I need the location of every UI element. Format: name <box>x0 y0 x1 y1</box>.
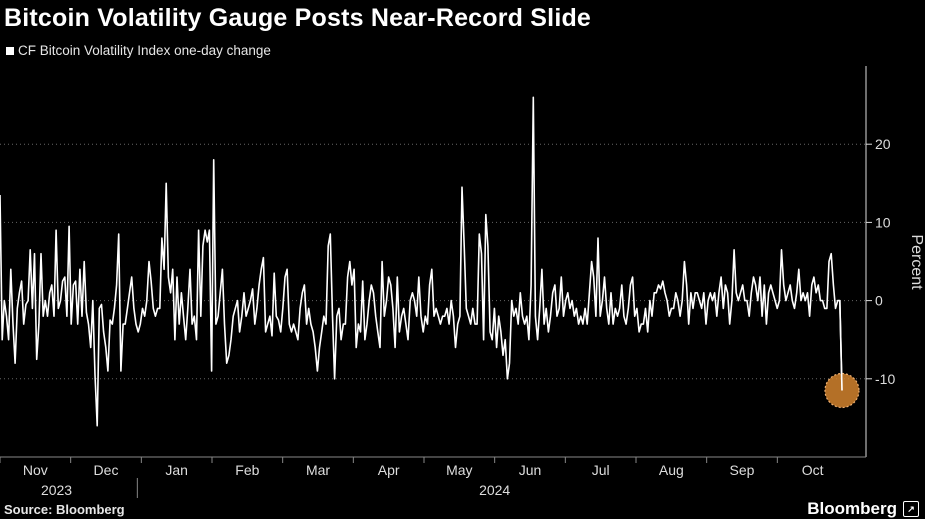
x-month-label: Jul <box>592 462 610 478</box>
x-month-label: Mar <box>306 462 330 478</box>
y-tick-label: 10 <box>875 214 891 230</box>
brand-name: Bloomberg <box>807 499 897 518</box>
x-month-label: Oct <box>802 462 824 478</box>
x-month-label: Apr <box>378 462 400 478</box>
external-link-icon[interactable]: ↗ <box>903 501 919 517</box>
y-axis-ticks: -10 0 10 20 <box>866 136 895 387</box>
legend-swatch <box>6 46 14 55</box>
y-tick-label: 20 <box>875 136 891 152</box>
series-line-tail <box>839 300 843 391</box>
legend-label: CF Bitcoin Volatility Index one-day chan… <box>18 43 271 58</box>
y-tick-label: 0 <box>875 293 883 309</box>
legend: CF Bitcoin Volatility Index one-day chan… <box>6 43 271 58</box>
brand-logo: Bloomberg ↗ <box>807 499 919 519</box>
source-note: Source: Bloomberg <box>4 502 125 517</box>
x-month-label: Aug <box>659 462 684 478</box>
series-line <box>0 96 843 427</box>
x-month-label: May <box>446 462 472 478</box>
chart-title: Bitcoin Volatility Gauge Posts Near-Reco… <box>4 4 592 32</box>
grid-lines <box>0 143 866 380</box>
x-month-label: Dec <box>94 462 119 478</box>
y-axis-label: Percent <box>908 234 925 290</box>
x-month-label: Nov <box>23 462 48 478</box>
x-year-label: 2024 <box>479 482 510 498</box>
x-month-label: Jun <box>519 462 542 478</box>
x-year-label: 2023 <box>41 482 72 498</box>
y-tick-label: -10 <box>875 371 895 387</box>
x-month-label: Jan <box>165 462 188 478</box>
x-month-label: Feb <box>235 462 259 478</box>
x-month-label: Sep <box>730 462 755 478</box>
x-axis-labels: Nov Dec Jan Feb Mar Apr May Jun Jul Aug Sep Oct 2023… <box>0 457 824 498</box>
